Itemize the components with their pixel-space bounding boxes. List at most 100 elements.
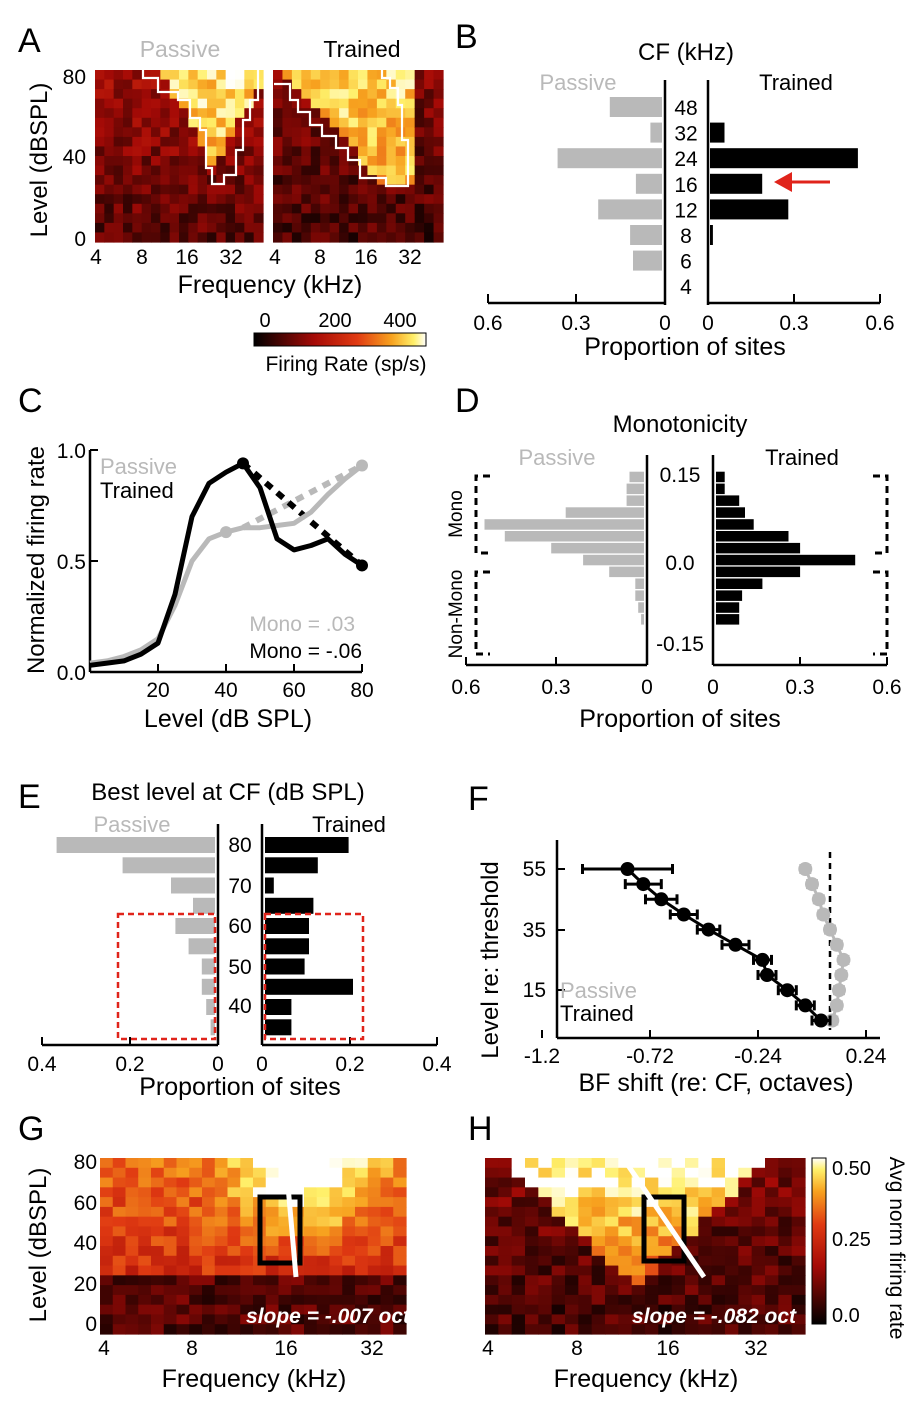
heatmap-cell <box>100 1197 114 1208</box>
heatmap-cell <box>304 1314 318 1325</box>
heatmap-cell <box>291 1158 305 1169</box>
heatmap-cell <box>320 136 331 148</box>
heatmap-cell <box>100 1255 114 1267</box>
heatmap-cell <box>658 1275 673 1286</box>
heatmap-cell <box>376 156 387 167</box>
heatmap-cell <box>125 1246 139 1257</box>
heatmap-cell <box>112 1187 127 1198</box>
heatmap-cell <box>163 1285 178 1296</box>
heatmap-cell <box>179 194 189 205</box>
heatmap-cell <box>202 1246 216 1257</box>
heatmap-cell <box>151 1304 165 1316</box>
heatmap-cell <box>511 1216 526 1228</box>
heatmap-cell <box>738 1314 753 1325</box>
heatmap-cell <box>113 194 124 205</box>
panel-f-xtick: -1.2 <box>524 1045 560 1068</box>
panel-e-xtick: 0 <box>212 1053 224 1076</box>
heatmap-cell <box>179 146 189 157</box>
heatmap-cell <box>485 1314 499 1325</box>
heatmap-cell <box>658 1265 673 1276</box>
heatmap-cell <box>395 203 406 214</box>
heatmap-cell <box>179 79 189 90</box>
heatmap-cell <box>329 232 340 243</box>
heatmap-cell <box>202 1158 216 1169</box>
heatmap-cell <box>100 1265 114 1276</box>
heatmap-cell <box>698 1255 713 1267</box>
heatmap-cell <box>273 98 284 109</box>
heatmap-cell <box>778 1187 793 1198</box>
heatmap-cell <box>698 1275 713 1286</box>
heatmap-cell <box>227 1285 241 1296</box>
heatmap-cell <box>141 70 152 81</box>
bar-trained <box>716 554 856 566</box>
heatmap-cell <box>188 70 199 81</box>
heatmap-cell <box>100 1285 114 1296</box>
colorbar-a <box>253 332 427 347</box>
heatmap-cell <box>132 70 143 81</box>
heatmap-cell <box>778 1236 793 1247</box>
heatmap-cell <box>123 213 133 224</box>
heatmap-cell <box>376 136 387 148</box>
heatmap-cell <box>414 79 425 90</box>
heatmap-cell <box>216 156 227 167</box>
panel-d-bars <box>484 471 856 625</box>
heatmap-cell <box>424 175 435 186</box>
heatmap-cell <box>618 1177 633 1188</box>
heatmap-cell <box>424 98 435 109</box>
heatmap-cell <box>151 156 161 167</box>
heatmap-cell <box>95 203 105 214</box>
heatmap-cell <box>225 70 236 81</box>
heatmap-cell <box>329 117 340 128</box>
heatmap-cell <box>329 1275 343 1286</box>
heatmap-cell <box>358 165 369 176</box>
heatmap-cell <box>125 1265 139 1276</box>
heatmap-cell <box>485 1304 499 1316</box>
heatmap-cell <box>316 1216 331 1228</box>
heatmap-cell <box>301 184 312 195</box>
heatmap-cell <box>405 184 416 195</box>
heatmap-cell <box>125 1255 139 1267</box>
heatmap-cell <box>132 108 143 119</box>
bracket-label-mono: Mono <box>446 490 467 538</box>
heatmap-cell <box>738 1177 753 1188</box>
heatmap-cell <box>339 213 350 224</box>
heatmap-cell <box>316 1177 331 1188</box>
bar-trained <box>265 958 305 975</box>
heatmap-cell <box>725 1304 739 1316</box>
heatmap-cell <box>405 117 416 128</box>
heatmap-cell <box>189 1304 203 1316</box>
heatmap-cell <box>355 1304 369 1316</box>
heatmap-cell <box>393 1314 407 1325</box>
heatmap-cell <box>565 1158 579 1169</box>
panel-b-xtick: 0.6 <box>473 312 502 335</box>
panel-f-xtick: -0.72 <box>626 1045 674 1068</box>
panel-e-ytick: 80 <box>228 834 251 857</box>
heatmap-cell <box>605 1236 619 1247</box>
heatmap-cell <box>424 232 435 243</box>
heatmap-cell <box>698 1304 713 1316</box>
heatmap-cell <box>214 1285 229 1296</box>
panel-d-xtick: 0.3 <box>785 676 814 699</box>
heatmap-cell <box>316 1294 331 1306</box>
heatmap-cell <box>711 1158 726 1169</box>
heatmap-cell <box>671 1246 686 1257</box>
heatmap-cell <box>235 127 245 138</box>
heatmap-cell <box>367 1226 382 1237</box>
heatmap-cell <box>304 1285 318 1296</box>
heatmap-cell <box>498 1265 513 1276</box>
heatmap-cell <box>253 1285 267 1296</box>
panel-e-xtick: 0.4 <box>27 1053 57 1076</box>
bar-trained <box>265 1019 292 1036</box>
heatmap-cell <box>291 1294 305 1306</box>
heatmap-cell <box>235 184 245 195</box>
heatmap-cell <box>138 1236 152 1247</box>
heatmap-cell <box>725 1187 739 1198</box>
heatmap-cell <box>380 1216 394 1228</box>
heatmap-cell <box>189 1236 203 1247</box>
heatmap-cell <box>132 175 143 186</box>
heatmap-cell <box>698 1246 713 1257</box>
heatmap-cell <box>658 1158 673 1169</box>
colorbar-h-tick: 0.25 <box>832 1229 871 1251</box>
heatmap-cell <box>95 98 105 109</box>
heatmap-cell <box>179 127 189 138</box>
